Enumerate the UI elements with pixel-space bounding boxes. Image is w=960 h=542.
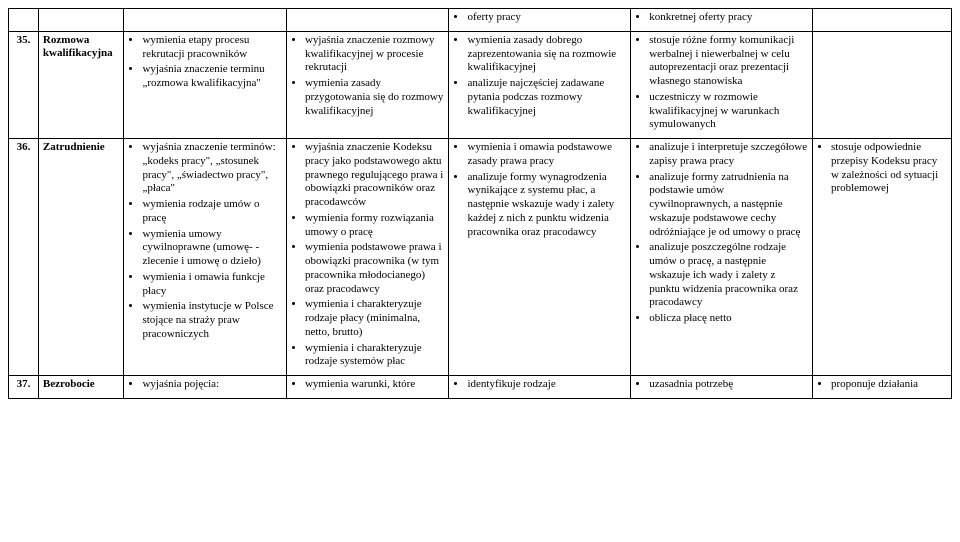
rows.3.c2-cell: wymienia warunki, które <box>286 376 449 399</box>
rows.2.c3-item: wymienia i omawia podstawowe zasady praw… <box>467 141 626 169</box>
rows.3.c1-cell: wyjaśnia pojęcia: <box>124 376 287 399</box>
rows.0.c1-cell <box>124 9 287 32</box>
rows.3.c4-list: uzasadnia potrzebę <box>635 378 808 392</box>
rows.2.c3-cell: wymienia i omawia podstawowe zasady praw… <box>449 139 631 376</box>
rows.2.c2-item: wymienia i charakteryzuje rodzaje system… <box>305 342 445 370</box>
rows.0.c3-cell: oferty pracy <box>449 9 631 32</box>
rows.2.c1-list: wyjaśnia znaczenie terminów: „kodeks pra… <box>128 141 282 342</box>
rows.1.c1-item: wymienia etapy procesu rekrutacji pracow… <box>142 34 282 62</box>
rows.2.c4-list: analizuje i interpretuje szczegółowe zap… <box>635 141 808 326</box>
rows.0.c3-item: oferty pracy <box>467 11 626 25</box>
rows.2.c4-item: analizuje poszczególne rodzaje umów o pr… <box>649 241 808 310</box>
rows.3.c2-item: wymienia warunki, które <box>305 378 445 392</box>
rows.3.c1-item: wyjaśnia pojęcia: <box>142 378 282 392</box>
table-row: 36.Zatrudnienie wyjaśnia znaczenie termin… <box>9 139 952 376</box>
rows.3.c2-list: wymienia warunki, które <box>291 378 445 392</box>
rows.1.c1-list: wymienia etapy procesu rekrutacji pracow… <box>128 34 282 91</box>
rows.1.c2-item: wymienia zasady przygotowania się do roz… <box>305 77 445 118</box>
rows.3.c3-item: identyfikuje rodzaje <box>467 378 626 392</box>
rows.1.c2-item: wyjaśnia znaczenie rozmowy kwalifikacyjn… <box>305 34 445 75</box>
rows.0.c5-cell <box>812 9 951 32</box>
rows.1.c4-item: uczestniczy w rozmowie kwalifikacyjnej w… <box>649 91 808 132</box>
rows.1.c4-item: stosuje różne formy komunikacji werbalne… <box>649 34 808 89</box>
curriculum-table: oferty pracy konkretnej oferty pracy 35.Ro… <box>8 8 952 399</box>
row-number: 35. <box>9 31 39 138</box>
rows.2.c2-list: wyjaśnia znaczenie Kodeksu pracy jako po… <box>291 141 445 369</box>
row-title <box>38 9 124 32</box>
rows.2.c2-item: wymienia i charakteryzuje rodzaje płacy … <box>305 298 445 339</box>
rows.1.c3-list: wymienia zasady dobrego zaprezentowania … <box>453 34 626 119</box>
rows.2.c2-item: wymienia podstawowe prawa i obowiązki pr… <box>305 241 445 296</box>
rows.2.c2-item: wyjaśnia znaczenie Kodeksu pracy jako po… <box>305 141 445 210</box>
rows.0.c4-list: konkretnej oferty pracy <box>635 11 808 25</box>
table-row: 35.Rozmowa kwalifikacyjna wymienia etapy … <box>9 31 952 138</box>
table-row: 37.Bezrobocie wyjaśnia pojęcia: wymienia w… <box>9 376 952 399</box>
rows.1.c4-list: stosuje różne formy komunikacji werbalne… <box>635 34 808 132</box>
rows.1.c3-item: analizuje najczęściej zadawane pytania p… <box>467 77 626 118</box>
rows.1.c1-cell: wymienia etapy procesu rekrutacji pracow… <box>124 31 287 138</box>
rows.1.c2-cell: wyjaśnia znaczenie rozmowy kwalifikacyjn… <box>286 31 449 138</box>
row-number: 37. <box>9 376 39 399</box>
rows.2.c4-item: analizuje i interpretuje szczegółowe zap… <box>649 141 808 169</box>
rows.2.c2-cell: wyjaśnia znaczenie Kodeksu pracy jako po… <box>286 139 449 376</box>
row-number <box>9 9 39 32</box>
rows.2.c5-item: stosuje odpowiednie przepisy Kodeksu pra… <box>831 141 947 196</box>
rows.1.c1-item: wyjaśnia znaczenie terminu „rozmowa kwal… <box>142 63 282 91</box>
rows.2.c2-item: wymienia formy rozwiązania umowy o pracę <box>305 212 445 240</box>
row-title: Zatrudnienie <box>38 139 124 376</box>
rows.1.c5-cell <box>812 31 951 138</box>
rows.2.c5-cell: stosuje odpowiednie przepisy Kodeksu pra… <box>812 139 951 376</box>
rows.2.c1-item: wyjaśnia znaczenie terminów: „kodeks pra… <box>142 141 282 196</box>
rows.3.c5-cell: proponuje działania <box>812 376 951 399</box>
rows.3.c5-list: proponuje działania <box>817 378 947 392</box>
rows.3.c5-item: proponuje działania <box>831 378 947 392</box>
rows.0.c4-item: konkretnej oferty pracy <box>649 11 808 25</box>
rows.3.c3-cell: identyfikuje rodzaje <box>449 376 631 399</box>
rows.3.c4-item: uzasadnia potrzebę <box>649 378 808 392</box>
rows.2.c3-item: analizuje formy wynagrodzenia wynikające… <box>467 171 626 240</box>
rows.2.c1-item: wymienia umowy cywilnoprawne (umowę- -zl… <box>142 228 282 269</box>
rows.2.c4-item: analizuje formy zatrudnienia na podstawi… <box>649 171 808 240</box>
rows.1.c3-item: wymienia zasady dobrego zaprezentowania … <box>467 34 626 75</box>
rows.2.c4-cell: analizuje i interpretuje szczegółowe zap… <box>631 139 813 376</box>
table-row: oferty pracy konkretnej oferty pracy <box>9 9 952 32</box>
row-number: 36. <box>9 139 39 376</box>
rows.2.c1-item: wymienia instytucje w Polsce stojące na … <box>142 300 282 341</box>
rows.0.c4-cell: konkretnej oferty pracy <box>631 9 813 32</box>
rows.2.c1-item: wymienia i omawia funkcje płacy <box>142 271 282 299</box>
rows.2.c1-cell: wyjaśnia znaczenie terminów: „kodeks pra… <box>124 139 287 376</box>
rows.1.c3-cell: wymienia zasady dobrego zaprezentowania … <box>449 31 631 138</box>
rows.3.c3-list: identyfikuje rodzaje <box>453 378 626 392</box>
rows.1.c2-list: wyjaśnia znaczenie rozmowy kwalifikacyjn… <box>291 34 445 119</box>
rows.2.c1-item: wymienia rodzaje umów o pracę <box>142 198 282 226</box>
row-title: Bezrobocie <box>38 376 124 399</box>
rows.0.c3-list: oferty pracy <box>453 11 626 25</box>
rows.1.c4-cell: stosuje różne formy komunikacji werbalne… <box>631 31 813 138</box>
rows.0.c2-cell <box>286 9 449 32</box>
row-title: Rozmowa kwalifikacyjna <box>38 31 124 138</box>
rows.2.c5-list: stosuje odpowiednie przepisy Kodeksu pra… <box>817 141 947 196</box>
rows.3.c4-cell: uzasadnia potrzebę <box>631 376 813 399</box>
rows.2.c4-item: oblicza płacę netto <box>649 312 808 326</box>
rows.3.c1-list: wyjaśnia pojęcia: <box>128 378 282 392</box>
rows.2.c3-list: wymienia i omawia podstawowe zasady praw… <box>453 141 626 239</box>
